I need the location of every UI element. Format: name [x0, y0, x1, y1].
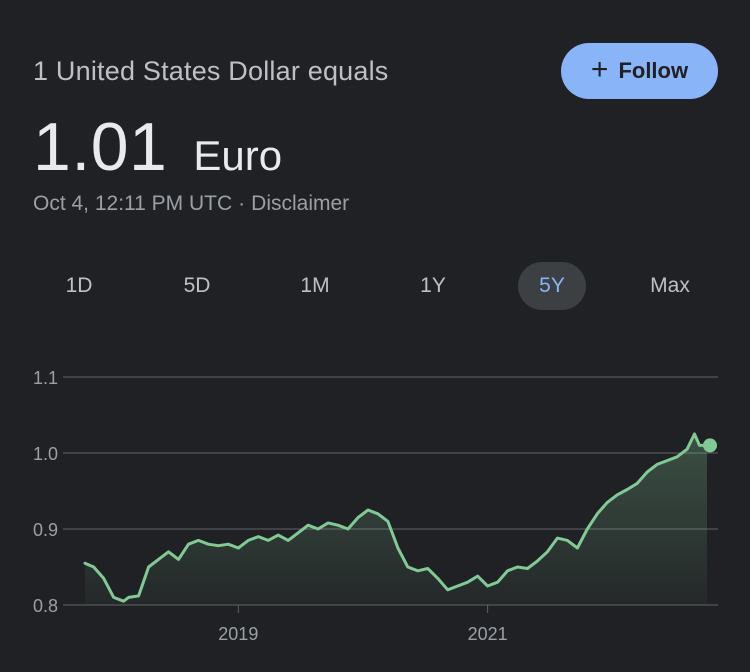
range-tab-5y[interactable]: 5Y — [518, 262, 586, 310]
y-tick-label: 0.8 — [33, 596, 58, 616]
meta-separator: · — [238, 192, 246, 215]
exchange-rate-chart: 0.8 0.9 1.0 1.1 2019 2021 — [33, 368, 718, 644]
rate-unit: Euro — [193, 132, 283, 179]
current-value-dot — [703, 438, 717, 453]
series-area — [85, 434, 707, 605]
follow-button[interactable]: + Follow — [561, 43, 718, 99]
y-tick-label: 1.1 — [33, 368, 58, 388]
chart-series — [83, 432, 717, 605]
range-tab-max[interactable]: Max — [650, 274, 690, 297]
timestamp: Oct 4, 12:11 PM UTC — [33, 192, 233, 215]
disclaimer-link[interactable]: Disclaimer — [251, 192, 350, 215]
follow-label: Follow — [618, 58, 689, 83]
range-tab-1d[interactable]: 1D — [65, 274, 93, 297]
range-tab-1m[interactable]: 1M — [300, 274, 330, 297]
rate-value: 1.01 — [33, 109, 168, 185]
time-range-tabs: 1D 5D 1M 1Y 5Y Max — [20, 262, 730, 310]
y-tick-label: 1.0 — [33, 444, 58, 464]
range-tab-5d[interactable]: 5D — [183, 274, 211, 297]
range-tab-1y[interactable]: 1Y — [420, 274, 446, 297]
x-tick-label: 2021 — [468, 624, 508, 644]
plus-icon: + — [590, 52, 609, 86]
x-tick-label: 2019 — [218, 624, 258, 644]
rate-meta: Oct 4, 12:11 PM UTC · Disclaimer — [33, 192, 349, 216]
rate-display: 1.01 Euro — [33, 108, 282, 186]
chart-labels: 0.8 0.9 1.0 1.1 2019 2021 — [33, 368, 508, 644]
y-tick-label: 0.9 — [33, 520, 58, 540]
conversion-subtitle: 1 United States Dollar equals — [33, 56, 389, 86]
series-line — [83, 432, 709, 603]
